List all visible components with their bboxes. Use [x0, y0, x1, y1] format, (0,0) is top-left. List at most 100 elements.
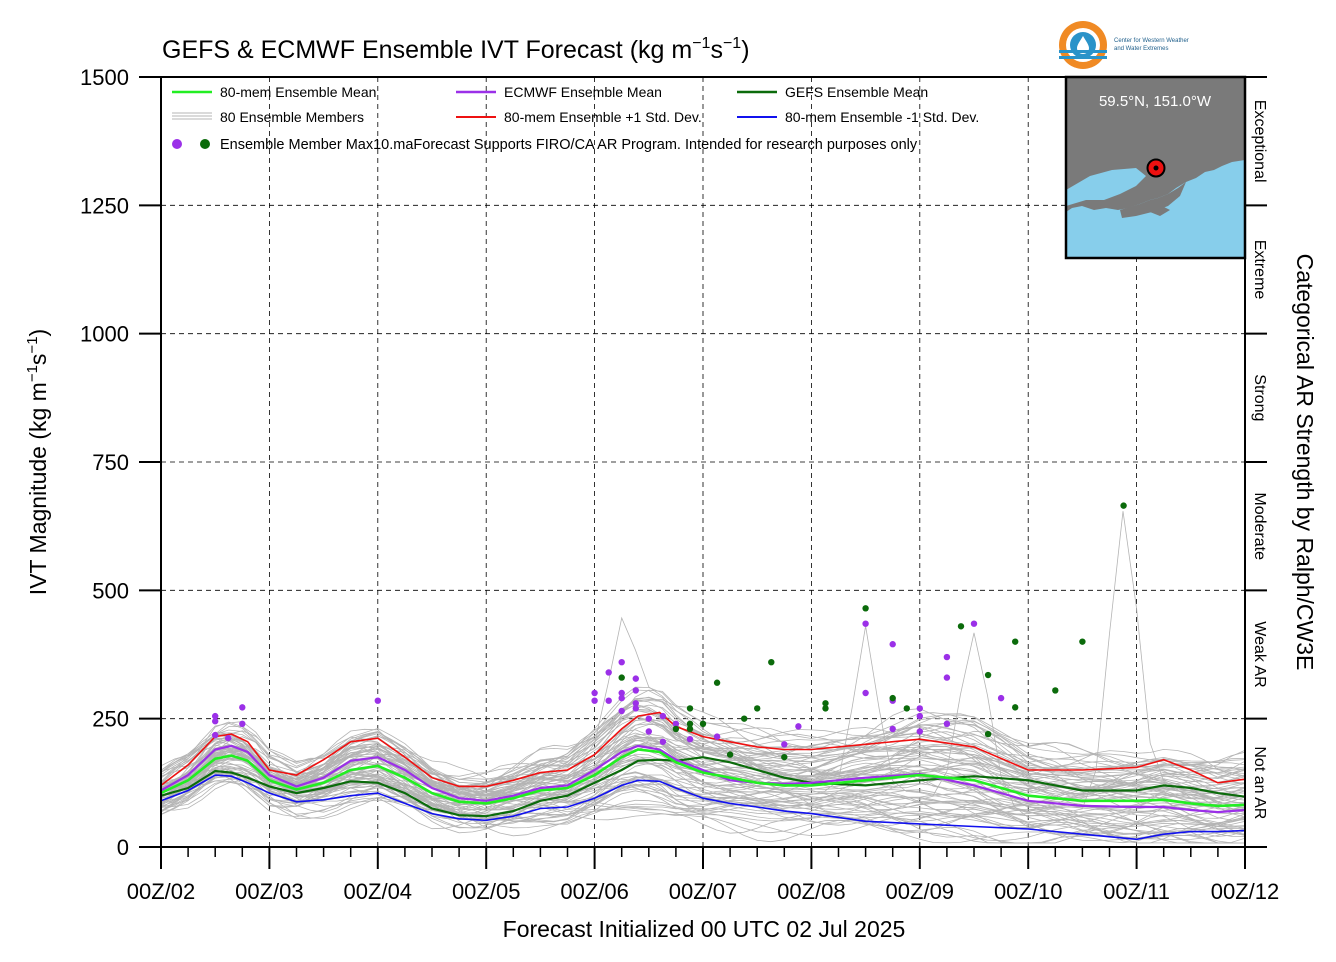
ensemble-member-line: [160, 735, 1246, 800]
x-axis-title: Forecast Initialized 00 UTC 02 Jul 2025: [503, 916, 906, 942]
gefs-max-point: [699, 720, 707, 727]
ensemble-member-line: [160, 700, 1246, 792]
ensemble-member-line: [160, 778, 1245, 844]
x-tick-label: 00Z/12: [1211, 879, 1280, 904]
gefs-max-point: [686, 705, 694, 712]
ecmwf-max-point: [659, 712, 667, 720]
ensemble-member-line: [160, 773, 1245, 844]
x-tick-label: 00Z/06: [560, 879, 629, 904]
ecmwf-max-point: [632, 675, 639, 682]
ensemble-member-line: [160, 779, 1246, 842]
y-tick-label: 1000: [80, 322, 129, 347]
legend-label-ecmwf-mean: ECMWF Ensemble Mean: [504, 84, 662, 100]
y-tick-label: 750: [92, 450, 129, 475]
ecmwf-max-point: [943, 653, 951, 661]
ecmwf-max-point: [916, 728, 923, 735]
ensemble-member-line: [160, 709, 1246, 797]
gefs-max-point: [713, 679, 721, 686]
gefs-max-point: [726, 751, 734, 758]
ecmwf-max-point: [970, 620, 978, 627]
ecmwf-max-point: [943, 720, 951, 727]
ecmwf-max-point: [605, 669, 612, 676]
ecmwf-max-point: [795, 723, 802, 730]
logo-text-line1: Center for Western Weather: [1114, 38, 1189, 44]
ensemble-members: [160, 511, 1246, 844]
ecmwf-max-point: [632, 687, 639, 694]
x-tick-label: 00Z/09: [886, 879, 955, 904]
ecmwf-max-point: [713, 733, 721, 740]
ensemble-member-line: [160, 767, 1246, 826]
gefs-max-point: [822, 705, 829, 712]
legend-swatch-members: [172, 112, 212, 120]
gefs-max-point: [822, 700, 829, 707]
ecmwf-max-point: [781, 741, 788, 748]
gefs-max-point: [984, 671, 992, 679]
ecmwf-max-point: [605, 697, 612, 704]
logo-text-line2: and Water Extremes: [1114, 46, 1168, 52]
gefs-max-point: [984, 730, 992, 738]
category-label: Not an AR: [1251, 746, 1268, 819]
gefs-max-point: [1011, 704, 1019, 711]
cw3e-logo: Center for Western Weather and Water Ext…: [1059, 21, 1189, 69]
gefs-max-point: [740, 715, 748, 722]
category-label: Weak AR: [1251, 621, 1268, 687]
y-tick-label: 250: [92, 707, 129, 732]
gefs-max-point: [686, 720, 694, 727]
ecmwf-max-point: [225, 734, 232, 742]
chart-title: GEFS & ECMWF Ensemble IVT Forecast (kg m…: [162, 35, 750, 64]
series-line-80-mem-ensemble-1-std-dev-: [160, 774, 1246, 841]
ecmwf-max-point: [618, 659, 625, 666]
ecmwf-max-point: [618, 707, 625, 715]
x-tick-label: 00Z/11: [1103, 879, 1170, 904]
series-line-80-mem-ensemble-1-std-dev-: [160, 711, 1246, 788]
ecmwf-max-point: [239, 704, 246, 711]
gefs-max-point: [1011, 638, 1019, 645]
ecmwf-max-point: [591, 689, 598, 697]
ensemble-member-line: [160, 704, 1246, 795]
ecmwf-max-point: [212, 712, 219, 720]
gefs-max-point: [618, 674, 625, 681]
ecmwf-max-point: [889, 641, 896, 648]
legend-label-members: 80 Ensemble Members: [220, 109, 364, 125]
y-tick-label: 500: [92, 578, 129, 603]
ecmwf-max-point: [862, 620, 869, 627]
category-label: Exceptional: [1251, 100, 1268, 183]
gefs-max-point: [686, 725, 694, 733]
gefs-max-point: [862, 605, 869, 612]
legend: 80-mem Ensemble Mean ECMWF Ensemble Mean…: [172, 84, 979, 153]
ecmwf-max-point: [632, 700, 639, 707]
legend-marker-ecmwf-max: [172, 139, 182, 149]
ecmwf-max-point: [672, 720, 680, 727]
ecmwf-max-point: [632, 705, 639, 712]
category-label: Moderate: [1251, 492, 1268, 560]
x-tick-label: 00Z/02: [127, 879, 196, 904]
ecmwf-max-point: [374, 697, 381, 704]
gefs-max-point: [754, 705, 761, 712]
y-tick-label: 1250: [80, 193, 129, 218]
y-tick-label: 0: [117, 835, 129, 860]
legend-note: Ensemble Member Max10.maForecast Support…: [220, 137, 918, 153]
series-line-gefs-ensemble-mean: [160, 756, 1246, 818]
ensemble-member-line: [160, 762, 1246, 836]
gefs-max-point: [1079, 638, 1086, 645]
ecmwf-max-point: [862, 689, 869, 697]
x-tick-label: 00Z/10: [994, 879, 1063, 904]
legend-label-ens-mean: 80-mem Ensemble Mean: [220, 84, 376, 100]
gefs-max-point: [889, 694, 896, 702]
gefs-max-point: [672, 725, 680, 733]
legend-label-minus-std: 80-mem Ensemble -1 Std. Dev.: [785, 109, 979, 125]
ecmwf-max-point: [618, 689, 625, 697]
ensemble-member-line: [160, 689, 1246, 791]
legend-label-gefs-mean: GEFS Ensemble Mean: [785, 84, 928, 100]
ecmwf-max-point: [916, 705, 923, 712]
ensemble-member-line: [160, 738, 1246, 797]
ecmwf-max-point: [239, 720, 246, 727]
legend-label-plus-std: 80-mem Ensemble +1 Std. Dev.: [504, 109, 702, 125]
category-label: Strong: [1251, 374, 1268, 421]
ensemble-member-line: [160, 769, 1246, 844]
ecmwf-max-point: [645, 728, 652, 735]
category-label: Extreme: [1251, 240, 1268, 300]
gefs-max-point: [903, 705, 910, 712]
ensemble-member-line: [160, 772, 1246, 840]
ecmwf-max-point: [212, 731, 219, 739]
